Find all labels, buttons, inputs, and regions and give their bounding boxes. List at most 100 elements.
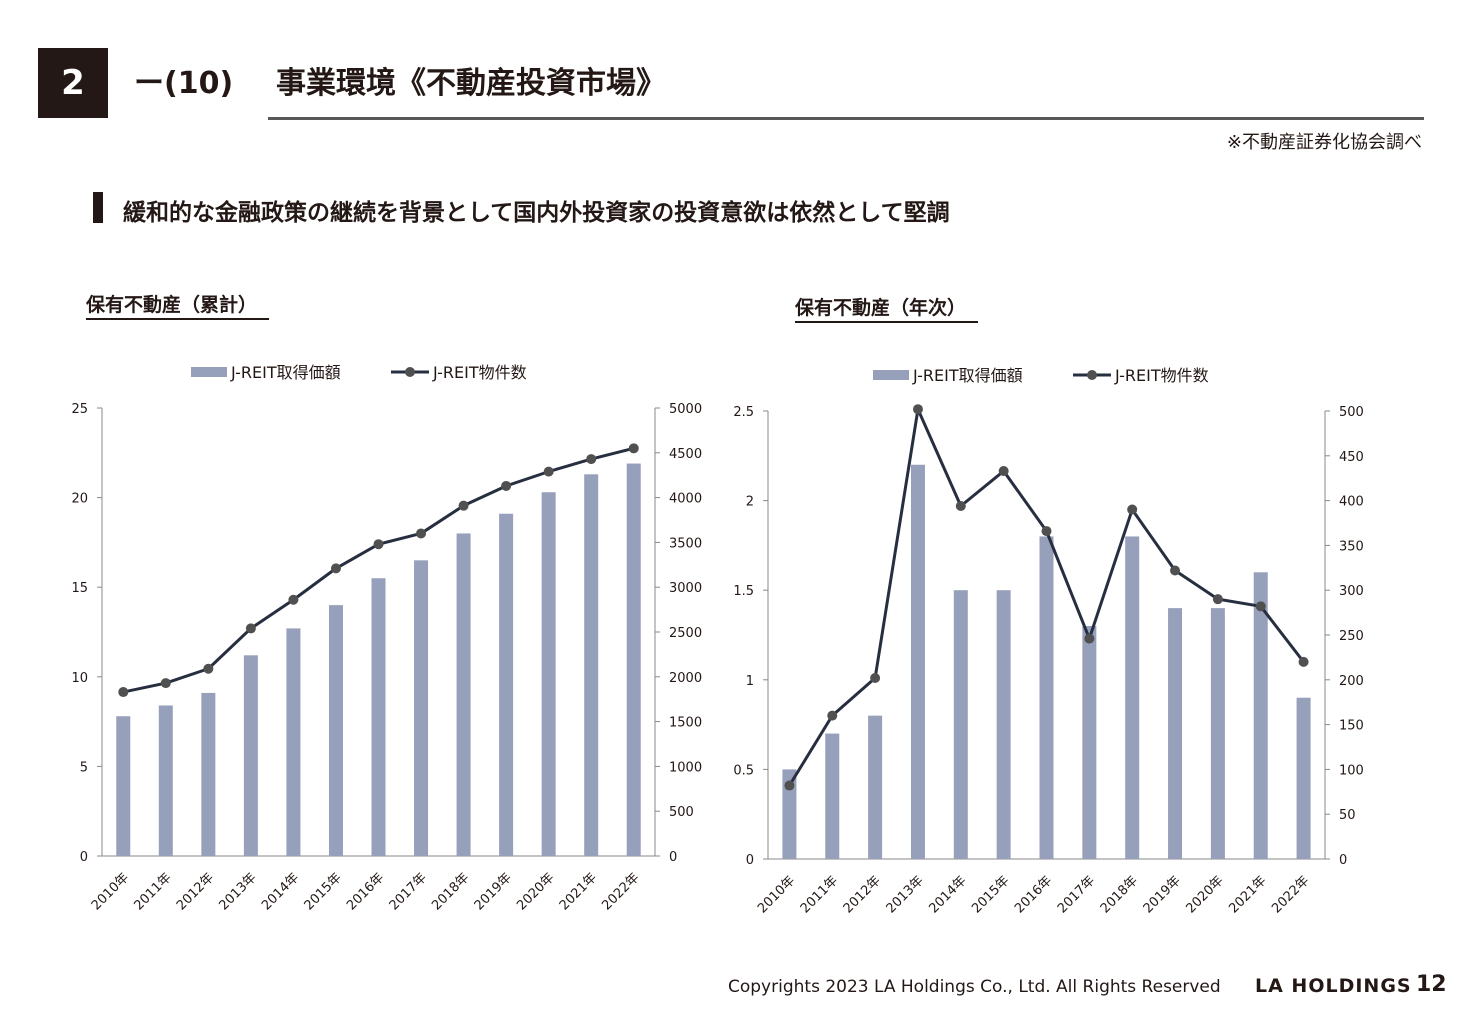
y-tick-label-right: 1500 xyxy=(669,716,702,731)
bar-2014年 xyxy=(286,628,301,856)
brand-logo: LA HOLDINGS xyxy=(1255,975,1412,997)
y-tick-label-left: 2 xyxy=(746,495,754,510)
bar-2017年 xyxy=(414,560,429,856)
y-tick-label-right: 0 xyxy=(1339,853,1347,868)
line-point-2017年 xyxy=(1084,633,1095,644)
y-tick-label-left: 0 xyxy=(746,853,754,868)
line-point-2016年 xyxy=(373,539,384,550)
y-tick-label-right: 500 xyxy=(1339,405,1364,420)
bar-2022年 xyxy=(626,463,641,856)
line-point-2019年 xyxy=(1170,565,1181,576)
x-tick-label: 2019年 xyxy=(1141,873,1184,916)
copyright-text: Copyrights 2023 LA Holdings Co., Ltd. Al… xyxy=(728,977,1221,997)
y-tick-label-right: 350 xyxy=(1339,539,1364,554)
y-tick-label-right: 50 xyxy=(1339,808,1356,823)
legend-label-bar: J-REIT取得価額 xyxy=(912,366,1023,385)
y-tick-label-left: 20 xyxy=(71,492,88,507)
y-tick-label-left: 10 xyxy=(71,671,88,686)
section-number-box: 2 xyxy=(38,48,108,118)
y-tick-label-right: 100 xyxy=(1339,763,1364,778)
headline: 緩和的な金融政策の継続を背景として国内外投資家の投資意欲は依然として堅調 xyxy=(123,200,950,226)
y-tick-label-right: 2000 xyxy=(669,671,702,686)
y-tick-label-right: 250 xyxy=(1339,629,1364,644)
line-point-2015年 xyxy=(998,466,1009,477)
line-point-2013年 xyxy=(245,623,256,634)
y-tick-label-right: 500 xyxy=(669,805,694,820)
y-tick-label-right: 200 xyxy=(1339,674,1364,689)
y-tick-label-left: 5 xyxy=(80,760,88,775)
x-tick-label: 2016年 xyxy=(1012,873,1055,916)
y-tick-label-left: 1.5 xyxy=(733,584,754,599)
legend-swatch-marker xyxy=(405,367,415,377)
bar-2017年 xyxy=(1082,626,1097,859)
y-tick-label-left: 2.5 xyxy=(733,405,754,420)
x-tick-label: 2012年 xyxy=(841,873,884,916)
y-tick-label-left: 25 xyxy=(71,402,88,417)
line-point-2017年 xyxy=(416,528,427,539)
bar-2021年 xyxy=(1253,572,1268,859)
x-tick-label: 2022年 xyxy=(1269,873,1312,916)
bar-2020年 xyxy=(541,492,556,856)
line-point-2011年 xyxy=(160,678,171,689)
line-point-2018年 xyxy=(1127,504,1138,515)
line-point-2010年 xyxy=(118,687,129,698)
bar-2010年 xyxy=(782,769,797,859)
bar-2015年 xyxy=(328,605,343,856)
y-tick-label-right: 4000 xyxy=(669,492,702,507)
bar-2020年 xyxy=(1210,608,1225,859)
y-tick-label-left: 15 xyxy=(71,581,88,596)
bar-2019年 xyxy=(1168,608,1183,859)
line-point-2018年 xyxy=(458,500,469,511)
y-tick-label-right: 400 xyxy=(1339,495,1364,510)
y-tick-label-right: 4500 xyxy=(669,447,702,462)
title-divider xyxy=(268,117,1424,120)
x-tick-label: 2011年 xyxy=(798,873,841,916)
line-point-2020年 xyxy=(543,466,554,477)
bar-2018年 xyxy=(456,533,471,856)
x-tick-label: 2015年 xyxy=(969,873,1012,916)
x-tick-label: 2014年 xyxy=(926,873,969,916)
line-point-2011年 xyxy=(827,710,838,721)
bar-2012年 xyxy=(201,692,216,856)
legend-swatch-bar xyxy=(191,367,227,377)
y-tick-label-left: 1 xyxy=(746,674,754,689)
bar-2013年 xyxy=(910,464,925,859)
bar-2015年 xyxy=(996,590,1011,859)
line-point-2014年 xyxy=(955,500,966,511)
legend-swatch-bar xyxy=(873,370,909,380)
legend-swatch-marker xyxy=(1087,370,1097,380)
y-tick-label-right: 150 xyxy=(1339,719,1364,734)
bar-2018年 xyxy=(1125,536,1140,859)
line-point-2019年 xyxy=(501,480,512,491)
x-tick-label: 2013年 xyxy=(884,873,927,916)
line-point-2021年 xyxy=(1255,601,1266,612)
line-point-2013年 xyxy=(912,404,923,415)
bar-2016年 xyxy=(1039,536,1054,859)
line-point-2015年 xyxy=(330,563,341,574)
page-number: 12 xyxy=(1416,972,1447,997)
chart-title-annual: 保有不動産（年次） xyxy=(795,293,979,323)
bar-2019年 xyxy=(499,513,514,856)
bar-2014年 xyxy=(953,590,968,859)
bar-2010年 xyxy=(116,716,131,856)
bar-2016年 xyxy=(371,578,386,856)
x-tick-label: 2021年 xyxy=(1226,873,1269,916)
y-tick-label-right: 300 xyxy=(1339,584,1364,599)
line-point-2010年 xyxy=(784,780,795,791)
line-point-2022年 xyxy=(628,443,639,454)
section-number: 2 xyxy=(61,63,85,103)
y-tick-label-right: 3000 xyxy=(669,581,702,596)
x-tick-label: 2018年 xyxy=(1098,873,1141,916)
x-tick-label: 2017年 xyxy=(1055,873,1098,916)
bar-2021年 xyxy=(584,474,599,856)
page-title: 事業環境《不動産投資市場》 xyxy=(276,66,666,101)
line-point-2012年 xyxy=(870,673,881,684)
x-tick-label: 2020年 xyxy=(1184,873,1227,916)
legend-label-line: J-REIT物件数 xyxy=(432,363,527,382)
y-tick-label-right: 0 xyxy=(669,850,677,865)
line-point-2014年 xyxy=(288,594,299,605)
y-tick-label-right: 450 xyxy=(1339,450,1364,465)
line-point-2020年 xyxy=(1212,594,1223,605)
